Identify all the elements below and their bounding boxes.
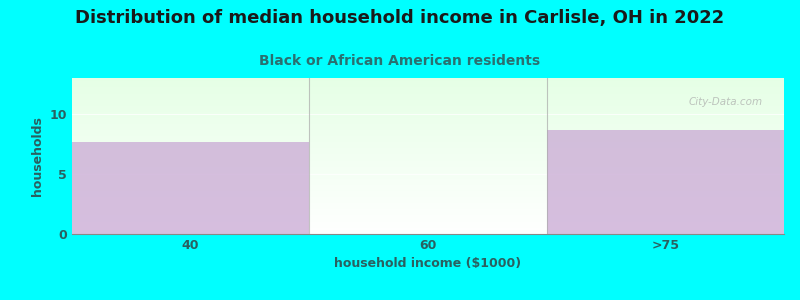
Y-axis label: households: households [31,116,44,196]
Text: City-Data.com: City-Data.com [689,97,762,107]
Text: Distribution of median household income in Carlisle, OH in 2022: Distribution of median household income … [75,9,725,27]
X-axis label: household income ($1000): household income ($1000) [334,257,522,270]
Bar [546,130,784,234]
Text: Black or African American residents: Black or African American residents [259,54,541,68]
Bar [72,142,310,234]
